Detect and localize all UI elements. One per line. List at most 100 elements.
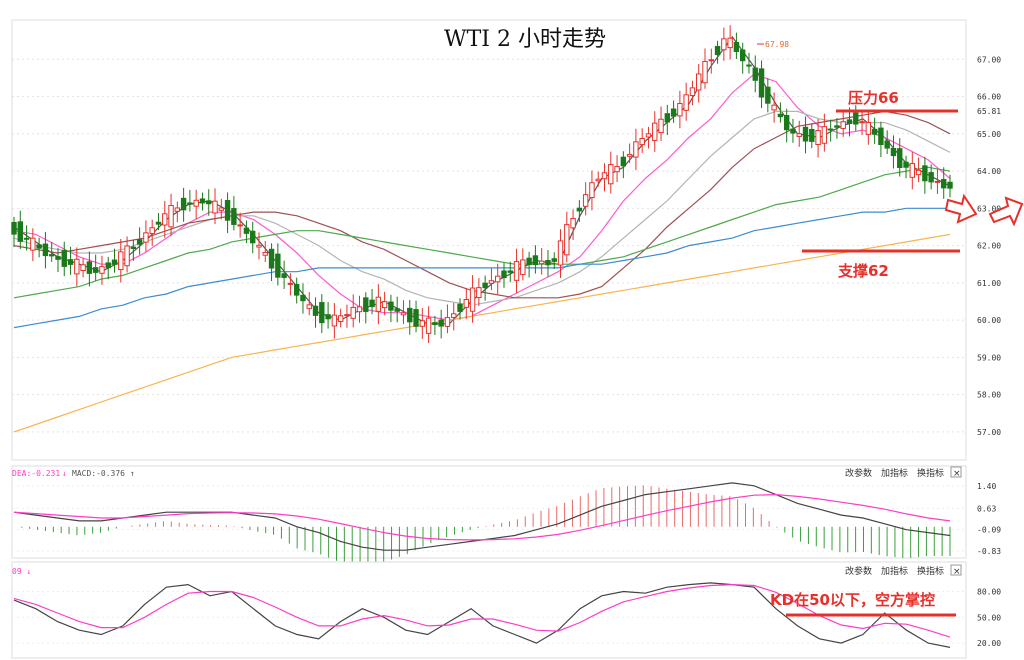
macd-y-tick-label: -0.09: [977, 525, 1001, 534]
kdj-y-tick-label: 50.00: [977, 613, 1001, 622]
macd-change-params-button[interactable]: 改参数: [845, 467, 872, 479]
candle-body: [890, 147, 897, 157]
candle-body: [576, 207, 583, 212]
candle-body: [513, 261, 520, 281]
candle-body: [325, 314, 331, 320]
candle-body: [187, 202, 193, 205]
candle-body: [174, 207, 181, 212]
candle-body: [689, 87, 696, 97]
candle-body: [319, 302, 325, 324]
y-tick-label: 58.00: [977, 391, 1001, 400]
macd-close-button[interactable]: [950, 466, 962, 478]
candle-body: [224, 200, 231, 221]
candle-body: [344, 314, 350, 317]
candle-body: [677, 102, 683, 117]
candle-body: [721, 38, 727, 51]
candle-body: [538, 260, 545, 265]
candle-body: [601, 172, 608, 180]
ma-line-ma10: [13, 73, 951, 321]
candle-body: [620, 156, 627, 167]
candle-body: [802, 126, 809, 142]
ma-line-ma20: [13, 110, 951, 306]
macd-up-icon: ↑: [130, 469, 135, 478]
candle-body: [551, 258, 557, 262]
candle-body: [614, 166, 620, 173]
candle-body: [281, 273, 287, 278]
candle-body: [306, 304, 312, 309]
candle-body: [809, 128, 815, 142]
candle-body: [206, 200, 212, 205]
macd-dea-legend: DEA:-0.231: [12, 469, 60, 478]
candle-body: [180, 197, 187, 211]
candle-body: [463, 298, 469, 308]
candle-body: [633, 141, 639, 158]
candle-body: [237, 224, 243, 227]
candle-body: [337, 315, 344, 322]
candle-body: [652, 122, 658, 141]
candle-body: [557, 240, 564, 266]
macd-value-legend: MACD:-0.376: [72, 469, 125, 478]
ma-line-ma120: [13, 207, 950, 329]
down-arrow-icon: [944, 193, 978, 224]
y-tick-label: 65.00: [977, 130, 1001, 139]
candle-body: [526, 257, 532, 266]
candle-body: [457, 303, 463, 312]
candle-body: [11, 221, 17, 235]
candle-body: [507, 270, 513, 273]
candle-body: [287, 282, 294, 285]
candle-body: [30, 237, 36, 251]
candle-body: [545, 260, 551, 266]
kdj-close-button[interactable]: [950, 564, 962, 576]
candle-body: [444, 317, 451, 327]
candle-body: [915, 169, 922, 176]
candle-body: [118, 251, 124, 271]
candle-body: [683, 94, 689, 111]
kdj-legend: 09 ↓: [12, 567, 31, 576]
candle-body: [256, 244, 262, 248]
candle-body: [92, 267, 99, 273]
candle-body: [312, 305, 319, 316]
chart-title: WTI 2 小时走势: [444, 27, 606, 52]
kdj-change-params-button[interactable]: 改参数: [845, 565, 872, 577]
candle-body: [193, 199, 199, 207]
last-price-label: 65.81: [977, 107, 1001, 116]
candle-body: [99, 266, 105, 274]
kdj-switch-indicator-button[interactable]: 换指标: [917, 565, 944, 577]
macd-y-tick-label: 0.63: [977, 504, 996, 513]
macd-add-indicator-button[interactable]: 加指标: [881, 467, 908, 479]
macd-switch-indicator-button[interactable]: 换指标: [917, 467, 944, 479]
y-tick-label: 61.00: [977, 279, 1001, 288]
candle-body: [407, 307, 413, 323]
candle-body: [645, 133, 652, 138]
candle-body: [469, 287, 476, 312]
candle-body: [300, 294, 306, 302]
candle-body: [758, 68, 765, 98]
kd-note-label: KD在50以下，空方掌控: [770, 591, 935, 609]
candle-body: [608, 164, 614, 185]
candle-body: [55, 256, 61, 260]
candle-body: [941, 179, 947, 189]
candle-body: [897, 148, 903, 169]
candle-body: [871, 128, 878, 135]
candle-body: [589, 182, 595, 199]
candle-body: [212, 200, 218, 214]
candle-body: [268, 248, 275, 269]
candle-body: [664, 113, 671, 123]
candle-body: [199, 198, 206, 204]
candle-body: [859, 121, 865, 124]
candle-body: [162, 213, 168, 226]
candle-body: [582, 194, 589, 207]
candle-body: [595, 178, 601, 182]
kdj-add-indicator-button[interactable]: 加指标: [881, 565, 908, 577]
candle-body: [727, 37, 733, 49]
candle-body: [86, 261, 93, 274]
candle-body: [231, 208, 237, 225]
candle-body: [884, 140, 890, 149]
candle-body: [432, 322, 438, 326]
candle-body: [250, 230, 256, 244]
kdj-y-tick-label: 80.00: [977, 587, 1001, 596]
candle-body: [476, 287, 482, 299]
candle-body: [495, 275, 501, 283]
y-tick-label: 59.00: [977, 353, 1001, 362]
candle-body: [143, 232, 149, 243]
